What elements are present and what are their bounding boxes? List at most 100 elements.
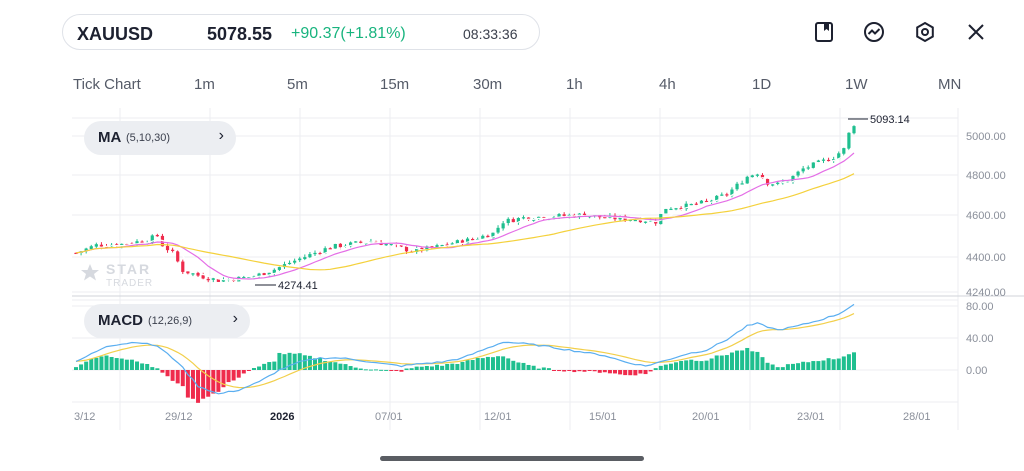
macd-bar (241, 370, 246, 374)
candle-body (298, 258, 302, 261)
macd-bar (811, 361, 816, 370)
symbol-label[interactable]: XAUUSD (77, 24, 154, 44)
macd-bar (231, 370, 236, 381)
macd-bar (470, 360, 475, 370)
macd-bar (384, 369, 389, 371)
macd-bar (623, 370, 628, 376)
candle-body (242, 277, 246, 279)
macd-bar (562, 370, 567, 372)
tab-1h[interactable]: 1h (566, 76, 583, 93)
tab-1d[interactable]: 1D (752, 76, 772, 93)
macd-bar (852, 352, 856, 370)
macd-bar (557, 370, 562, 372)
macd-bar (84, 361, 89, 370)
macd-bar (251, 368, 256, 370)
candle-body (765, 178, 770, 185)
candle-body (791, 175, 795, 182)
candle-body (557, 214, 561, 217)
indicator-icon[interactable] (862, 20, 886, 44)
macd-bar (765, 362, 770, 370)
macd-bar (74, 367, 78, 370)
candle-body (308, 254, 312, 258)
macd-bar (750, 351, 755, 370)
candle-body (638, 219, 643, 223)
macd-bar (185, 370, 190, 398)
macd-bar (592, 370, 597, 372)
candle-body (471, 238, 475, 241)
candle-body (618, 216, 622, 220)
macd-bar (511, 360, 516, 370)
macd-bar (262, 363, 267, 370)
tab-5m[interactable]: 5m (287, 76, 308, 93)
macd-signal-line (75, 313, 855, 389)
macd-bar (785, 364, 790, 370)
candle-body (338, 243, 343, 248)
macd-bar (206, 370, 211, 397)
macd-bar (572, 370, 577, 373)
price-change: +90.37(+1.81%) (291, 25, 406, 42)
candle-body (99, 244, 104, 247)
tab-4h[interactable]: 4h (659, 76, 676, 93)
candle-body (532, 219, 536, 221)
macd-bar (246, 370, 251, 371)
settings-icon[interactable] (913, 20, 937, 44)
macd-bar (114, 358, 119, 370)
tab-tick-chart[interactable]: Tick Chart (73, 76, 141, 93)
macd-bar (689, 359, 694, 370)
tab-30m[interactable]: 30m (473, 76, 503, 93)
macd-line (75, 303, 855, 395)
candle-body (852, 126, 856, 134)
macd-bar (699, 361, 704, 370)
macd-bar (190, 370, 195, 399)
candle-body (821, 159, 826, 161)
watermark-logo: STAR TRADER (81, 261, 152, 289)
candle-body (465, 238, 470, 244)
candle-body (847, 132, 851, 149)
macd-bar (516, 362, 521, 370)
tab-1m[interactable]: 1m (194, 76, 215, 93)
candle-body (450, 243, 454, 245)
macd-bar (465, 360, 470, 370)
home-indicator[interactable] (380, 456, 644, 461)
candle-body (776, 182, 780, 184)
tab-1w[interactable]: 1W (845, 76, 868, 93)
price-tick-label: 4800.00 (966, 170, 1006, 182)
macd-bar (536, 368, 541, 370)
chevron-right-icon: › (218, 127, 224, 144)
bookmark-icon[interactable] (812, 20, 836, 44)
macd-bar (490, 357, 495, 370)
macd-bar (445, 363, 450, 370)
price-chart[interactable]: STAR TRADER 5093.14 4274.41 5000.00 4800.0… (0, 100, 1024, 440)
close-icon[interactable] (964, 20, 988, 44)
macd-bar (455, 363, 460, 370)
macd-bar (460, 361, 465, 370)
macd-bar (312, 358, 317, 370)
macd-indicator-pill[interactable]: MACD (12,26,9) › (84, 304, 250, 338)
date-tick-label: 07/01 (375, 411, 403, 423)
macd-bar (226, 370, 231, 383)
macd-bar (755, 351, 760, 370)
candle-body (348, 242, 353, 247)
macd-bar (679, 360, 684, 370)
candle-body (694, 203, 698, 205)
macd-bar (94, 357, 99, 370)
candle-body (826, 159, 831, 162)
macd-bar (338, 363, 343, 370)
macd-bar (826, 358, 831, 370)
macd-bar (831, 359, 836, 370)
candle-body (176, 251, 180, 262)
candle-body (760, 174, 765, 179)
tab-15m[interactable]: 15m (380, 76, 410, 93)
macd-bar (780, 367, 785, 370)
macd-bar (663, 364, 668, 370)
macd-bar (724, 355, 729, 370)
ma-indicator-pill[interactable]: MA (5,10,30) › (84, 121, 236, 155)
tab-mn[interactable]: MN (938, 76, 962, 93)
macd-bar (140, 363, 145, 370)
macd-bar (729, 352, 734, 370)
macd-bar (836, 358, 841, 370)
candle-body (771, 184, 775, 186)
candle-body (328, 248, 332, 250)
macd-bar (302, 355, 307, 370)
candle-body (689, 203, 693, 206)
